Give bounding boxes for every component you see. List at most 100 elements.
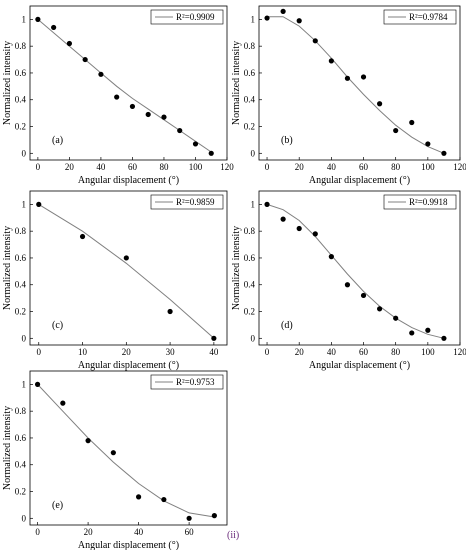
legend-text: R²=0.9859 bbox=[176, 197, 215, 207]
y-tick-label: 0.8 bbox=[15, 406, 27, 416]
data-point bbox=[167, 308, 173, 315]
data-point bbox=[280, 8, 286, 14]
x-tick-label: 10 bbox=[78, 347, 88, 357]
y-tick-label: 1 bbox=[251, 199, 256, 209]
y-tick-label: 0.4 bbox=[244, 280, 256, 290]
data-point bbox=[312, 231, 318, 237]
data-point bbox=[161, 496, 167, 503]
data-point bbox=[425, 141, 431, 147]
y-tick-label: 0 bbox=[251, 148, 256, 158]
data-point bbox=[98, 71, 104, 77]
legend-box bbox=[383, 9, 457, 25]
fit-curve bbox=[38, 203, 215, 339]
y-tick-label: 1 bbox=[22, 14, 27, 24]
data-point bbox=[425, 327, 431, 333]
data-point bbox=[211, 513, 217, 519]
y-tick-label: 0.2 bbox=[15, 487, 26, 497]
y-tick-label: 1 bbox=[22, 199, 27, 209]
data-point bbox=[136, 494, 142, 500]
x-tick-label: 100 bbox=[421, 162, 435, 172]
data-point bbox=[409, 330, 415, 336]
y-tick-label: 0.2 bbox=[244, 307, 255, 317]
y-axis-label: Normalized intensity bbox=[231, 41, 242, 125]
y-axis-label: Normalized intensity bbox=[231, 226, 242, 310]
x-tick-label: 80 bbox=[159, 162, 169, 172]
y-tick-label: 0.6 bbox=[244, 253, 256, 263]
data-point bbox=[66, 40, 72, 47]
data-point bbox=[377, 101, 383, 107]
y-tick-label: 0.4 bbox=[15, 280, 27, 290]
legend-text: R²=0.9918 bbox=[409, 197, 448, 207]
y-tick-label: 0.4 bbox=[15, 95, 27, 105]
data-point bbox=[114, 94, 120, 100]
y-tick-label: 0.2 bbox=[15, 122, 26, 132]
data-point bbox=[208, 150, 214, 156]
y-axis-label: Normalized intensity bbox=[2, 41, 13, 125]
x-tick-label: 20 bbox=[295, 162, 305, 172]
data-point bbox=[328, 254, 334, 260]
data-point bbox=[145, 111, 151, 118]
plot-frame bbox=[29, 190, 228, 346]
plot-frame bbox=[29, 5, 228, 161]
data-point bbox=[393, 127, 399, 134]
x-tick-label: 100 bbox=[189, 162, 203, 172]
x-tick-label: 0 bbox=[37, 347, 42, 357]
y-tick-label: 0.6 bbox=[15, 68, 27, 78]
x-tick-label: 40 bbox=[209, 347, 219, 357]
fit-curve bbox=[37, 384, 215, 518]
x-tick-label: 60 bbox=[185, 527, 195, 537]
x-tick-label: 0 bbox=[265, 347, 270, 357]
x-tick-label: 60 bbox=[359, 347, 369, 357]
x-tick-label: 0 bbox=[35, 527, 40, 537]
chart-panel-c: 0 10 20 30 40 0 0.2 0.4 0.6 0.8 1 Angular displacem… bbox=[2, 190, 228, 371]
x-tick-label: 20 bbox=[84, 527, 94, 537]
data-point bbox=[280, 216, 286, 222]
x-tick-label: 60 bbox=[128, 162, 138, 172]
data-point bbox=[35, 16, 41, 22]
x-tick-label: 120 bbox=[220, 162, 234, 172]
panel-label: (b) bbox=[281, 135, 293, 146]
y-tick-label: 0.2 bbox=[15, 307, 26, 317]
x-tick-label: 100 bbox=[421, 347, 435, 357]
fit-curve bbox=[267, 16, 445, 154]
x-tick-label: 40 bbox=[327, 162, 337, 172]
y-tick-label: 0 bbox=[22, 148, 27, 158]
data-point bbox=[312, 38, 318, 44]
data-point bbox=[123, 255, 129, 261]
data-point bbox=[186, 515, 192, 521]
y-axis-label: Normalized intensity bbox=[2, 226, 13, 310]
data-point bbox=[344, 75, 351, 81]
legend-text: R²=0.9784 bbox=[409, 12, 448, 22]
x-tick-label: 40 bbox=[327, 347, 337, 357]
y-tick-label: 0 bbox=[22, 333, 27, 343]
data-point bbox=[60, 400, 66, 406]
y-tick-label: 0 bbox=[22, 513, 27, 523]
y-tick-label: 1 bbox=[22, 379, 27, 389]
y-axis-label: Normalized intensity bbox=[2, 406, 13, 490]
chart-panel-a: 0 20 40 60 80 100 120 0 0.2 0.4 0.6 0.8 1 Angular dis… bbox=[2, 5, 234, 186]
data-point bbox=[409, 119, 415, 126]
data-point bbox=[264, 15, 270, 21]
legend-text: R²=0.9909 bbox=[176, 12, 215, 22]
legend-box bbox=[150, 374, 224, 390]
x-axis-label: Angular displacement (°) bbox=[309, 360, 410, 371]
chart-panel-b: 0 20 40 60 80 100 120 0 0.2 0.4 0.6 0.8 1 Angular dis… bbox=[231, 5, 466, 186]
y-tick-label: 0.6 bbox=[244, 68, 256, 78]
x-tick-label: 80 bbox=[391, 162, 401, 172]
y-tick-label: 0.8 bbox=[15, 41, 27, 51]
x-tick-label: 20 bbox=[122, 347, 132, 357]
panel-label: (e) bbox=[52, 500, 63, 511]
x-tick-label: 20 bbox=[295, 347, 305, 357]
x-tick-label: 30 bbox=[166, 347, 176, 357]
data-point bbox=[296, 18, 302, 24]
data-point bbox=[82, 56, 88, 63]
y-tick-label: 0.8 bbox=[244, 41, 256, 51]
x-axis-label: Angular displacement (°) bbox=[78, 540, 179, 550]
data-point bbox=[393, 315, 399, 321]
y-tick-label: 0.2 bbox=[244, 122, 255, 132]
x-tick-label: 40 bbox=[96, 162, 106, 172]
x-tick-label: 20 bbox=[65, 162, 75, 172]
data-point bbox=[328, 58, 334, 64]
x-tick-label: 60 bbox=[359, 162, 369, 172]
data-point bbox=[79, 233, 86, 240]
